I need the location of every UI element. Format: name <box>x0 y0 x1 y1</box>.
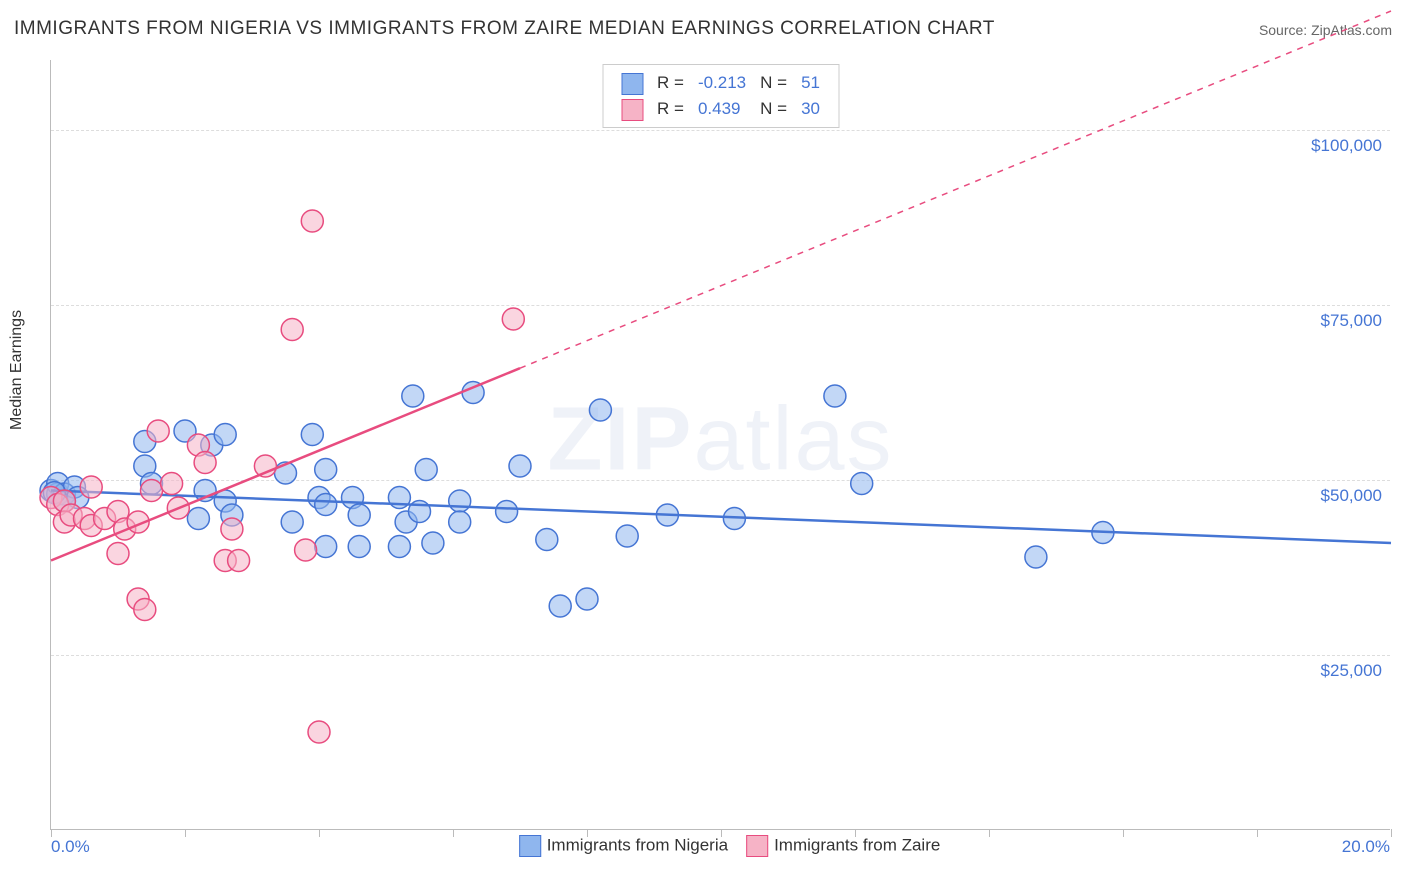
scatter-point <box>315 459 337 481</box>
legend-r-label: R = <box>651 97 690 121</box>
trend-line <box>51 491 1391 544</box>
scatter-point <box>824 385 846 407</box>
scatter-point <box>315 494 337 516</box>
scatter-point <box>107 543 129 565</box>
legend-r-value: -0.213 <box>692 71 752 95</box>
chart-title: IMMIGRANTS FROM NIGERIA VS IMMIGRANTS FR… <box>14 18 995 40</box>
legend-n-value: 51 <box>795 71 826 95</box>
scatter-point <box>161 473 183 495</box>
x-axis-min-label: 0.0% <box>51 837 90 857</box>
x-tick <box>721 829 722 837</box>
legend-swatch <box>746 835 768 857</box>
legend-series-label: Immigrants from Nigeria <box>547 835 728 854</box>
legend-swatch <box>519 835 541 857</box>
x-tick <box>855 829 856 837</box>
scatter-point <box>281 511 303 533</box>
legend-n-label: N = <box>754 97 793 121</box>
x-tick <box>1257 829 1258 837</box>
scatter-point <box>134 599 156 621</box>
scatter-point <box>422 532 444 554</box>
legend-n-value: 30 <box>795 97 826 121</box>
legend-top-table: R =-0.213N =51R =0.439N =30 <box>613 69 828 123</box>
scatter-point <box>415 459 437 481</box>
x-tick <box>453 829 454 837</box>
legend-series-label: Immigrants from Zaire <box>774 835 940 854</box>
scatter-point <box>147 420 169 442</box>
x-tick <box>587 829 588 837</box>
chart-area: ZIPatlas $25,000$50,000$75,000$100,000 R… <box>50 60 1390 830</box>
scatter-point <box>301 424 323 446</box>
scatter-point <box>187 508 209 530</box>
x-tick <box>989 829 990 837</box>
x-tick <box>1391 829 1392 837</box>
source-label: Source: ZipAtlas.com <box>1259 22 1392 38</box>
legend-row: R =0.439N =30 <box>615 97 826 121</box>
scatter-point <box>295 539 317 561</box>
scatter-point <box>315 536 337 558</box>
legend-top: R =-0.213N =51R =0.439N =30 <box>602 64 839 128</box>
scatter-point <box>141 480 163 502</box>
x-tick <box>185 829 186 837</box>
x-tick <box>1123 829 1124 837</box>
legend-bottom: Immigrants from Nigeria Immigrants from Z… <box>501 835 941 857</box>
scatter-point <box>388 536 410 558</box>
scatter-plot <box>51 60 1390 829</box>
x-tick <box>51 829 52 837</box>
scatter-point <box>509 455 531 477</box>
scatter-point <box>348 504 370 526</box>
scatter-point <box>214 424 236 446</box>
scatter-point <box>449 490 471 512</box>
scatter-point <box>536 529 558 551</box>
scatter-point <box>496 501 518 523</box>
scatter-point <box>301 210 323 232</box>
scatter-point <box>402 385 424 407</box>
x-tick <box>319 829 320 837</box>
scatter-point <box>1025 546 1047 568</box>
scatter-point <box>851 473 873 495</box>
legend-r-value: 0.439 <box>692 97 752 121</box>
scatter-point <box>348 536 370 558</box>
scatter-point <box>576 588 598 610</box>
scatter-point <box>502 308 524 330</box>
legend-n-label: N = <box>754 71 793 95</box>
legend-row: R =-0.213N =51 <box>615 71 826 95</box>
scatter-point <box>589 399 611 421</box>
scatter-point <box>228 550 250 572</box>
scatter-point <box>281 319 303 341</box>
scatter-point <box>616 525 638 547</box>
scatter-point <box>194 452 216 474</box>
legend-swatch <box>621 99 643 121</box>
scatter-point <box>549 595 571 617</box>
x-axis-max-label: 20.0% <box>1342 837 1390 857</box>
legend-swatch <box>621 73 643 95</box>
scatter-point <box>80 476 102 498</box>
legend-r-label: R = <box>651 71 690 95</box>
y-axis-label: Median Earnings <box>8 310 26 430</box>
scatter-point <box>221 518 243 540</box>
scatter-point <box>449 511 471 533</box>
scatter-point <box>308 721 330 743</box>
